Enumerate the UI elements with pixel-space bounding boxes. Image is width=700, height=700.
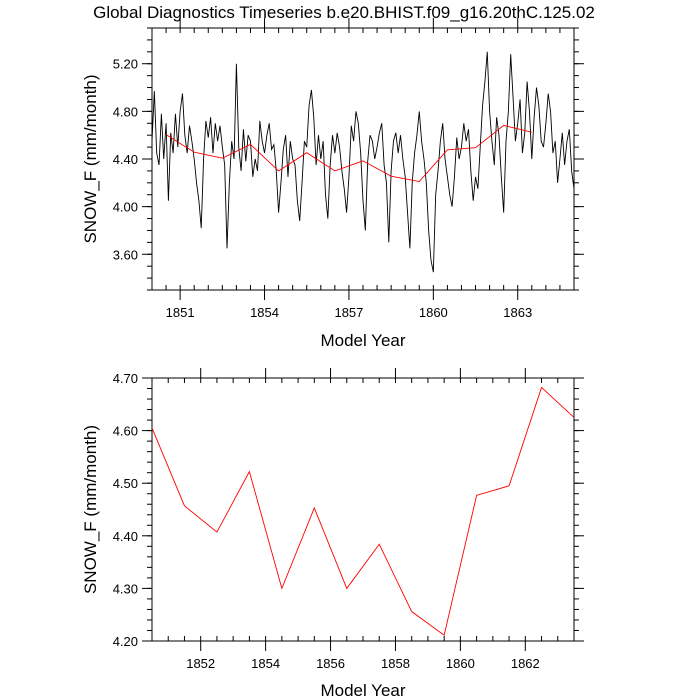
y-tick-label: 4.00 <box>113 200 138 215</box>
series-line-monthly <box>152 51 574 273</box>
x-tick-label: 1854 <box>250 305 279 320</box>
x-tick-label: 1852 <box>186 656 215 671</box>
y-tick-label: 4.50 <box>113 476 138 491</box>
plot-frame <box>151 27 575 291</box>
figure-title: Global Diagnostics Timeseries b.e20.BHIS… <box>93 3 595 22</box>
minor-ticks <box>147 27 579 291</box>
y-tick-label: 4.20 <box>113 634 138 649</box>
series-line-annual <box>165 124 532 182</box>
x-tick-label: 1851 <box>166 305 195 320</box>
x-tick-label: 1857 <box>334 305 363 320</box>
y-tick-label: 4.70 <box>113 371 138 386</box>
x-tick-label: 1860 <box>446 656 475 671</box>
x-tick-label: 1863 <box>503 305 532 320</box>
x-axis-label: Model Year <box>320 331 405 350</box>
y-tick-label: 3.60 <box>113 247 138 262</box>
y-tick-label: 5.20 <box>113 57 138 72</box>
x-tick-label: 1858 <box>381 656 410 671</box>
y-tick-label: 4.80 <box>113 104 138 119</box>
minor-ticks <box>147 377 579 642</box>
y-tick-label: 4.60 <box>113 424 138 439</box>
x-tick-label: 1862 <box>511 656 540 671</box>
x-tick-label: 1860 <box>419 305 448 320</box>
x-tick-label: 1856 <box>316 656 345 671</box>
y-tick-label: 4.30 <box>113 581 138 596</box>
series-line-annual <box>152 386 574 636</box>
top-panel-monthly-annual: 1851 1854 1857 1860 1863 3.60 4.00 4.40 4.80 5.20… <box>81 18 584 350</box>
bottom-panel-annual: 1852 1854 1856 1858 1860 1862 4.20 4.30 4.40 4.50… <box>81 368 584 700</box>
y-tick-label: 4.40 <box>113 529 138 544</box>
y-axis-label: SNOW_F (mm/month) <box>81 425 100 594</box>
x-tick-label: 1854 <box>251 656 280 671</box>
y-axis-label: SNOW_F (mm/month) <box>81 74 100 243</box>
x-axis-label: Model Year <box>320 681 405 700</box>
plot-frame <box>151 377 575 642</box>
y-tick-label: 4.40 <box>113 152 138 167</box>
